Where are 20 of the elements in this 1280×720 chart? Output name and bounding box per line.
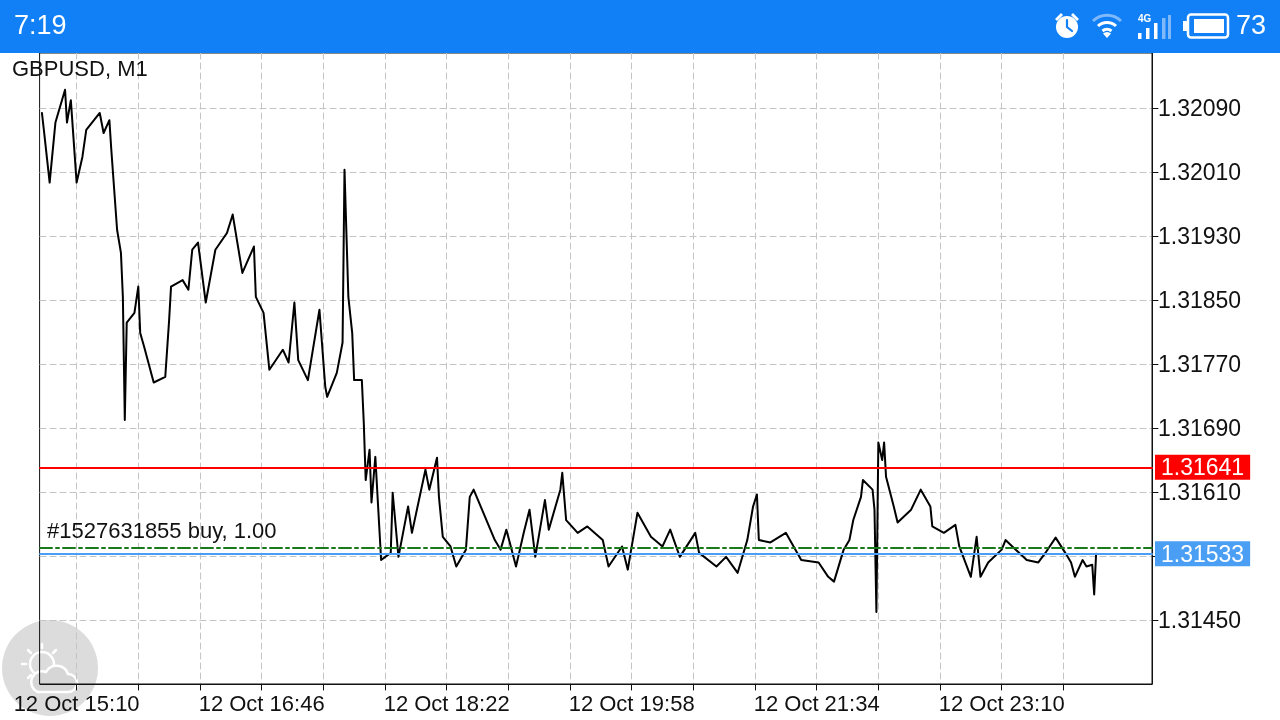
y-tick-label: 1.31610 [1158,479,1242,506]
y-tick-label: 1.31690 [1158,415,1242,442]
x-tick-label: 12 Oct 18:22 [383,690,510,716]
y-tick-label: 1.31450 [1158,607,1242,634]
y-tick-label: 1.31850 [1158,287,1242,314]
text: 73 [1236,9,1267,42]
x-tick-label: 12 Oct 15:10 [13,690,140,716]
x-tick-label: 12 Oct 16:46 [198,690,325,716]
y-tick-label: 1.31930 [1158,223,1242,250]
x-tick-label: 12 Oct 21:34 [753,690,880,716]
y-tick-label: 1.32090 [1158,95,1242,122]
ref-line-label: #1527631855 buy, 1.00 [47,517,277,543]
text: 7:19 [14,9,67,42]
x-tick-label: 12 Oct 23:10 [938,690,1065,716]
text: 4G [1138,13,1152,25]
y-tick-label: 1.31770 [1158,351,1242,378]
ref-line-label: 1.31641 [1161,454,1245,481]
x-tick-label: 12 Oct 19:58 [568,690,695,716]
ref-line-label: 1.31533 [1161,540,1245,567]
y-tick-label: 1.32010 [1158,159,1242,186]
